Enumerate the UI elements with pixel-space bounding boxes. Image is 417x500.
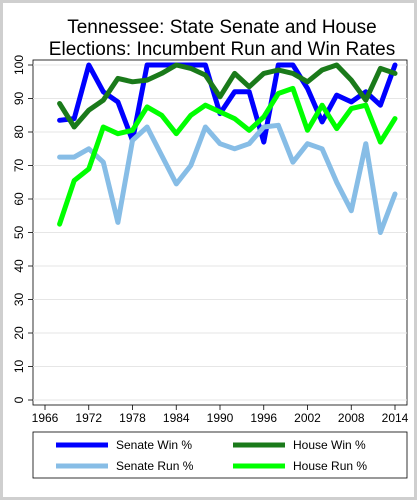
x-tick-label: 2002 <box>294 411 321 425</box>
x-axis: 1966 1972 1978 1984 1990 1996 2002 2008 2014 <box>32 405 409 425</box>
x-tick-label: 1996 <box>250 411 277 425</box>
y-tick-label: 70 <box>12 159 26 173</box>
y-tick-label: 30 <box>12 293 26 307</box>
legend-label: Senate Run % <box>116 459 194 473</box>
y-tick-label: 80 <box>12 125 26 139</box>
series-line-house-win <box>57 62 398 130</box>
x-tick-label: 2014 <box>382 411 409 425</box>
y-tick-label: 40 <box>12 259 26 273</box>
legend: Senate Win % House Win % Senate Run % House… <box>56 438 367 473</box>
series-line-senate-win <box>57 62 398 145</box>
x-tick-label: 1972 <box>75 411 102 425</box>
y-tick-label: 0 <box>12 396 26 403</box>
y-tick-label: 60 <box>12 192 26 206</box>
legend-label: House Run % <box>293 459 367 473</box>
y-tick-label: 90 <box>12 92 26 106</box>
chart-title-line-1: Tennessee: State Senate and House <box>67 17 377 38</box>
y-tick-label: 10 <box>12 360 26 374</box>
x-tick-label: 1978 <box>119 411 146 425</box>
series-lines <box>57 62 398 235</box>
series-line-house-run <box>57 85 398 227</box>
y-tick-label: 100 <box>12 55 26 75</box>
x-tick-label: 1990 <box>207 411 234 425</box>
legend-box <box>32 431 408 479</box>
series-line-senate-run <box>57 122 398 235</box>
legend-label: House Win % <box>293 438 366 452</box>
chart-title-line-2: Elections: Incumbent Run and Win Rates <box>49 39 395 60</box>
x-tick-label: 1984 <box>163 411 190 425</box>
y-tick-label: 50 <box>12 226 26 240</box>
legend-label: Senate Win % <box>116 438 192 452</box>
x-tick-label: 1966 <box>32 411 59 425</box>
x-tick-label: 2008 <box>338 411 365 425</box>
y-axis: 0 10 20 30 40 50 60 70 80 90 100 <box>12 55 33 403</box>
y-tick-label: 20 <box>12 326 26 340</box>
